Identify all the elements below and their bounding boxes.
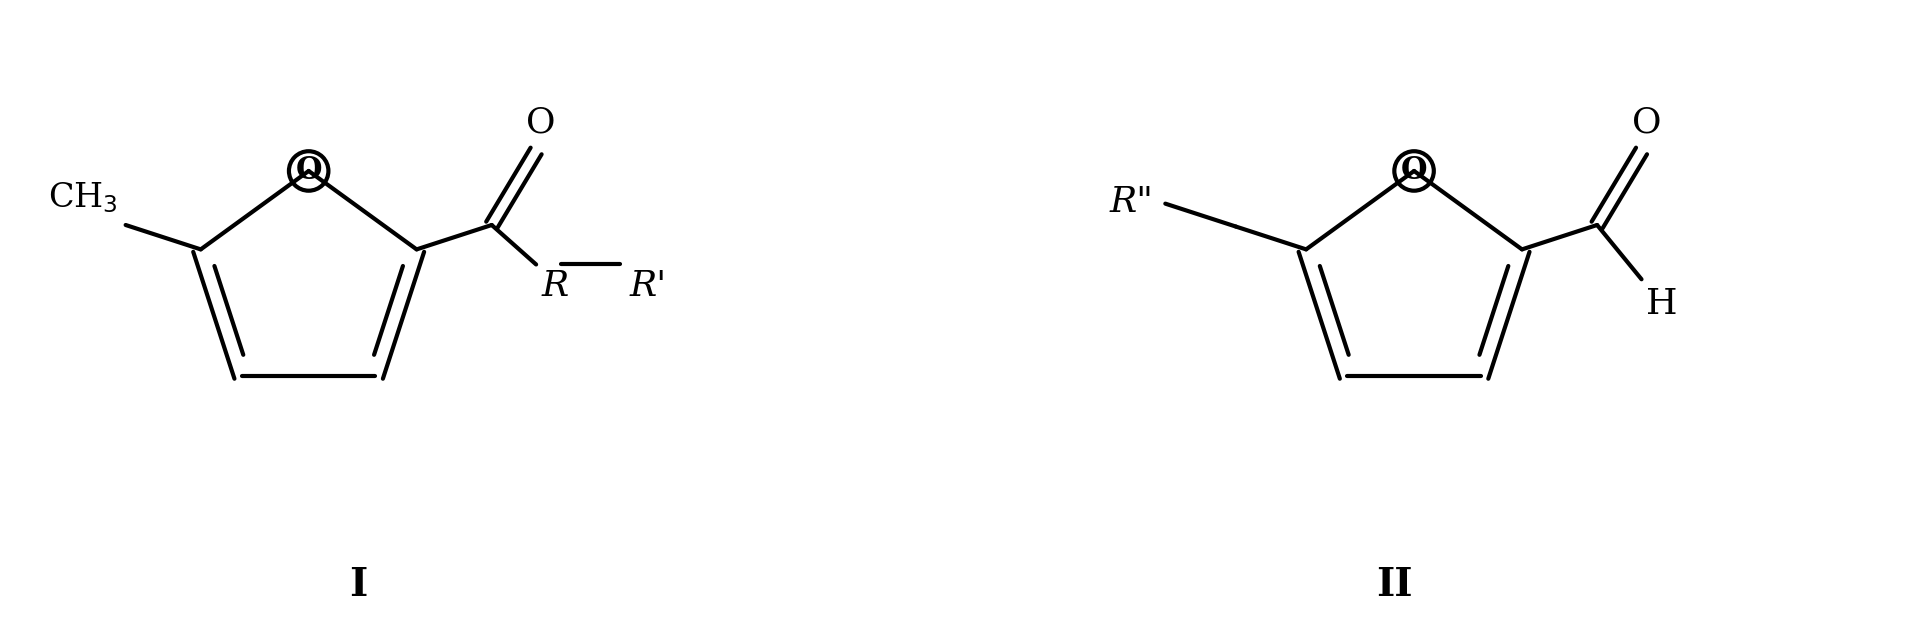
Text: I: I bbox=[349, 567, 367, 604]
Text: CH$_3$: CH$_3$ bbox=[48, 180, 118, 215]
Text: O: O bbox=[1631, 105, 1662, 139]
Text: H: H bbox=[1646, 287, 1677, 321]
Text: R": R" bbox=[1110, 185, 1154, 219]
Text: O: O bbox=[1401, 155, 1428, 187]
Text: R': R' bbox=[629, 270, 668, 304]
Text: O: O bbox=[295, 155, 322, 187]
Text: O: O bbox=[527, 105, 556, 139]
Text: II: II bbox=[1376, 567, 1413, 604]
Text: R: R bbox=[540, 270, 567, 304]
